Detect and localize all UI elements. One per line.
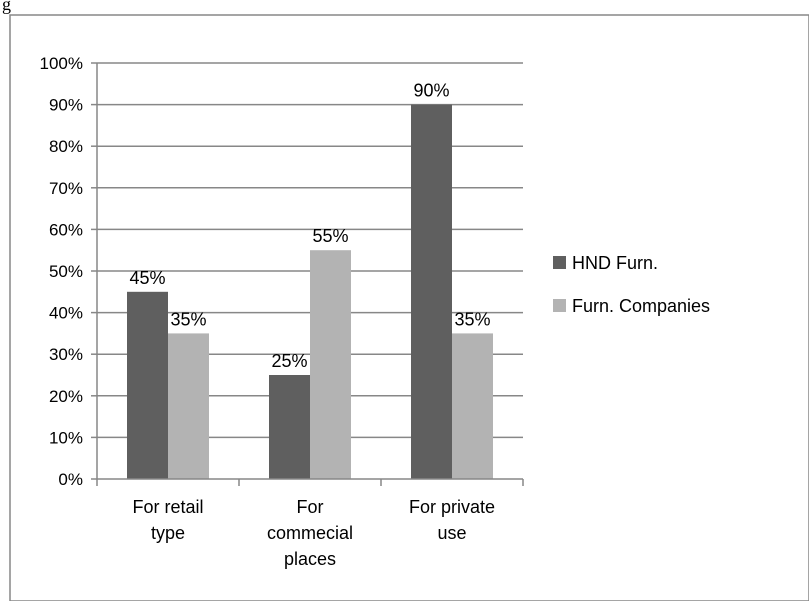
bar-furn-companies (310, 250, 351, 479)
y-tick-label: 0% (58, 470, 83, 489)
data-label: 25% (271, 351, 307, 371)
bar-hnd-furn (127, 291, 168, 479)
bar-furn-companies (452, 333, 493, 479)
y-tick-label: 70% (49, 179, 83, 198)
data-label: 35% (454, 309, 490, 329)
bar-furn-companies (168, 333, 209, 479)
legend-label: Furn. Companies (572, 296, 710, 316)
bar-hnd-furn (411, 104, 452, 479)
bars (127, 104, 493, 479)
x-category-label: use (437, 523, 466, 543)
y-tick-label: 50% (49, 262, 83, 281)
y-tick-label: 100% (40, 54, 83, 73)
y-tick-label: 60% (49, 220, 83, 239)
x-category-label: For (297, 497, 324, 517)
data-label: 55% (312, 226, 348, 246)
x-category-label: type (151, 523, 185, 543)
x-category-label: For retail (132, 497, 203, 517)
data-label: 90% (413, 81, 449, 101)
y-tick-label: 20% (49, 387, 83, 406)
legend-swatch (553, 299, 566, 312)
data-labels: 45% 35% 25% 55% 90% 35% (129, 81, 490, 371)
x-category-label: commecial (267, 523, 353, 543)
y-tick-label: 10% (49, 428, 83, 447)
legend-label: HND Furn. (572, 253, 658, 273)
data-label: 45% (129, 268, 165, 288)
y-tick-label: 40% (49, 304, 83, 323)
bar-hnd-furn (269, 375, 310, 479)
legend: HND Furn. Furn. Companies (553, 253, 710, 316)
y-tick-label: 90% (49, 96, 83, 115)
x-category-label: For private (409, 497, 495, 517)
y-tick-label: 30% (49, 345, 83, 364)
axes: 0% 10% 20% 30% 40% 50% 60% 70% 80% 90% 100% For ret… (40, 54, 524, 569)
y-tick-label: 80% (49, 137, 83, 156)
legend-swatch (553, 256, 566, 269)
data-label: 35% (170, 309, 206, 329)
x-category-label: places (284, 549, 336, 569)
cropped-page-text: g (2, 0, 11, 14)
